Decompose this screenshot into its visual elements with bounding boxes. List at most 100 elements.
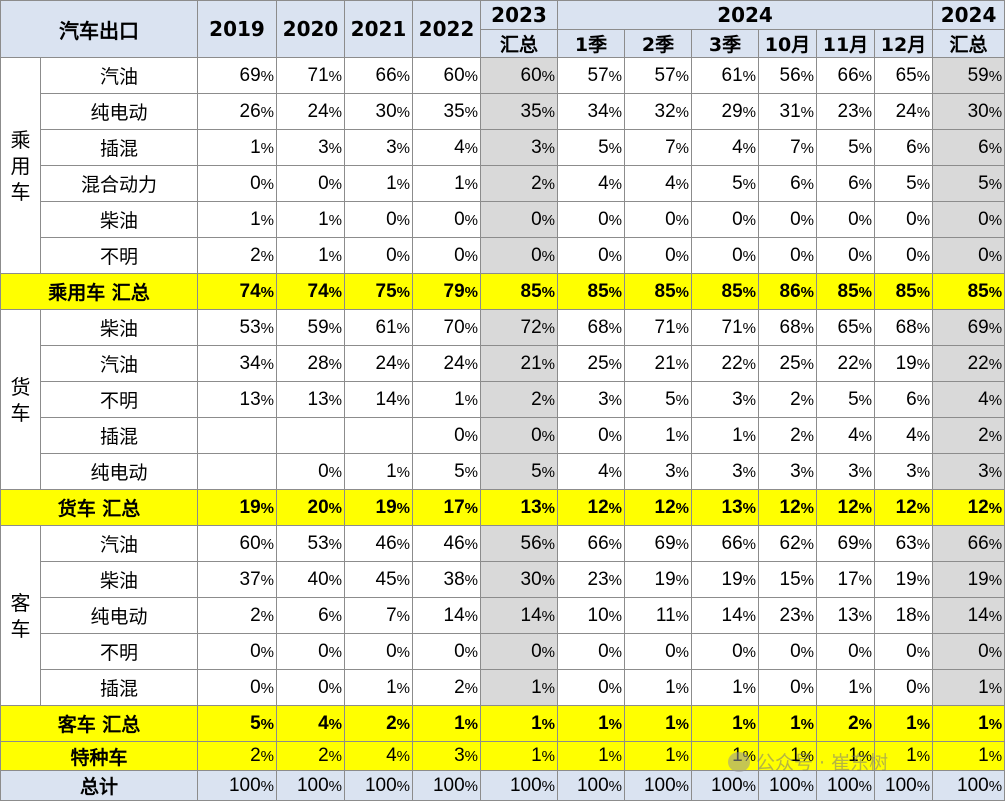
- percent-sign: %: [742, 777, 756, 795]
- value-number: 75: [375, 280, 397, 302]
- value-number: 100: [643, 774, 676, 796]
- value-cell: 1%: [691, 417, 759, 454]
- percent-sign: %: [742, 463, 756, 481]
- row-label: 不明: [40, 381, 198, 418]
- value-cell: 1%: [624, 417, 692, 454]
- value-number: 0: [318, 460, 329, 482]
- value-number: 70: [443, 316, 465, 338]
- special-row-label: 特种车: [0, 741, 198, 771]
- group-label: 客车: [0, 525, 41, 706]
- value-number: 2: [250, 745, 261, 766]
- percent-sign: %: [742, 175, 756, 193]
- value-cell: 100%: [932, 770, 1005, 801]
- value-number: 3: [598, 388, 609, 410]
- value-number: 3: [732, 460, 743, 482]
- percent-sign: %: [916, 607, 931, 625]
- percent-sign: %: [608, 427, 622, 445]
- percent-sign: %: [858, 319, 872, 337]
- value-cell: 0%: [480, 201, 558, 238]
- value-cell: 2%: [758, 381, 817, 418]
- percent-sign: %: [464, 319, 478, 337]
- percent-sign: %: [858, 748, 872, 765]
- value-cell: 79%: [412, 273, 481, 310]
- value-cell: 17%: [816, 561, 875, 598]
- value-cell: 66%: [557, 525, 625, 562]
- total-row-label: 总计: [0, 770, 198, 801]
- percent-sign: %: [858, 777, 872, 795]
- percent-sign: %: [675, 679, 689, 697]
- percent-sign: %: [541, 777, 555, 795]
- percent-sign: %: [328, 499, 342, 517]
- value-cell: 1%: [480, 705, 558, 742]
- percent-sign: %: [675, 748, 689, 765]
- percent-sign: %: [800, 67, 814, 85]
- percent-sign: %: [328, 319, 342, 337]
- percent-sign: %: [800, 643, 814, 661]
- value-number: 100: [957, 774, 989, 796]
- value-number: 19: [895, 352, 917, 374]
- value-cell: 25%: [758, 345, 817, 382]
- table-row: 纯电动 26% 24% 30% 35% 35% 34% 32% 29% 31% 23% 24% 30%: [1, 93, 1005, 130]
- value-number: 1: [978, 676, 989, 698]
- percent-sign: %: [988, 211, 1003, 229]
- value-cell: 1%: [758, 705, 817, 742]
- value-cell: 0%: [412, 417, 481, 454]
- value-number: 59: [307, 316, 329, 338]
- value-cell: 0%: [344, 237, 413, 274]
- row-label: 不明: [40, 237, 198, 274]
- percent-sign: %: [541, 715, 555, 733]
- percent-sign: %: [742, 103, 756, 121]
- percent-sign: %: [328, 211, 342, 229]
- value-cell: 37%: [197, 561, 277, 598]
- percent-sign: %: [800, 571, 814, 589]
- percent-sign: %: [858, 679, 872, 697]
- value-cell: 65%: [873, 57, 934, 94]
- value-cell: 12%: [932, 489, 1005, 526]
- value-cell: 6%: [932, 129, 1005, 166]
- value-number: 57: [654, 64, 676, 86]
- row-label: 纯电动: [40, 597, 198, 634]
- percent-sign: %: [541, 571, 555, 589]
- value-number: 17: [443, 496, 465, 518]
- value-number: 5: [598, 136, 609, 158]
- percent-sign: %: [675, 283, 689, 301]
- value-number: 4: [906, 424, 917, 446]
- value-cell: 30%: [480, 561, 558, 598]
- value-cell: 6%: [816, 165, 875, 202]
- value-number: 0: [732, 244, 743, 266]
- value-cell: 100%: [197, 770, 277, 801]
- row-label: 汽油: [40, 345, 198, 382]
- value-number: 1: [250, 208, 261, 230]
- percent-sign: %: [858, 391, 872, 409]
- value-number: 2: [790, 388, 801, 410]
- value-number: 68: [895, 316, 917, 338]
- value-number: 66: [375, 64, 397, 86]
- value-cell: 59%: [932, 57, 1005, 94]
- value-number: 1: [598, 745, 609, 766]
- percent-sign: %: [396, 355, 410, 373]
- value-number: 0: [598, 424, 609, 446]
- percent-sign: %: [800, 679, 814, 697]
- value-number: 24: [375, 352, 397, 374]
- percent-sign: %: [988, 247, 1003, 265]
- value-number: 3: [790, 460, 801, 482]
- value-number: 0: [531, 244, 542, 266]
- row-label: 插混: [40, 417, 198, 454]
- percent-sign: %: [742, 499, 756, 517]
- value-cell: 53%: [197, 309, 277, 346]
- value-cell: 5%: [624, 381, 692, 418]
- percent-sign: %: [608, 175, 622, 193]
- percent-sign: %: [988, 643, 1003, 661]
- value-cell: 57%: [557, 57, 625, 94]
- table-row: 纯电动 0% 1% 5% 5% 4% 3% 3% 3% 3% 3% 3%: [1, 453, 1005, 490]
- percent-sign: %: [742, 715, 756, 733]
- percent-sign: %: [608, 748, 622, 765]
- value-number: 100: [228, 774, 261, 796]
- value-number: 85: [837, 280, 859, 302]
- percent-sign: %: [742, 139, 756, 157]
- value-number: 0: [250, 172, 261, 194]
- value-cell: 22%: [816, 345, 875, 382]
- value-number: 60: [443, 64, 465, 86]
- percent-sign: %: [260, 715, 274, 733]
- value-number: 0: [906, 208, 917, 230]
